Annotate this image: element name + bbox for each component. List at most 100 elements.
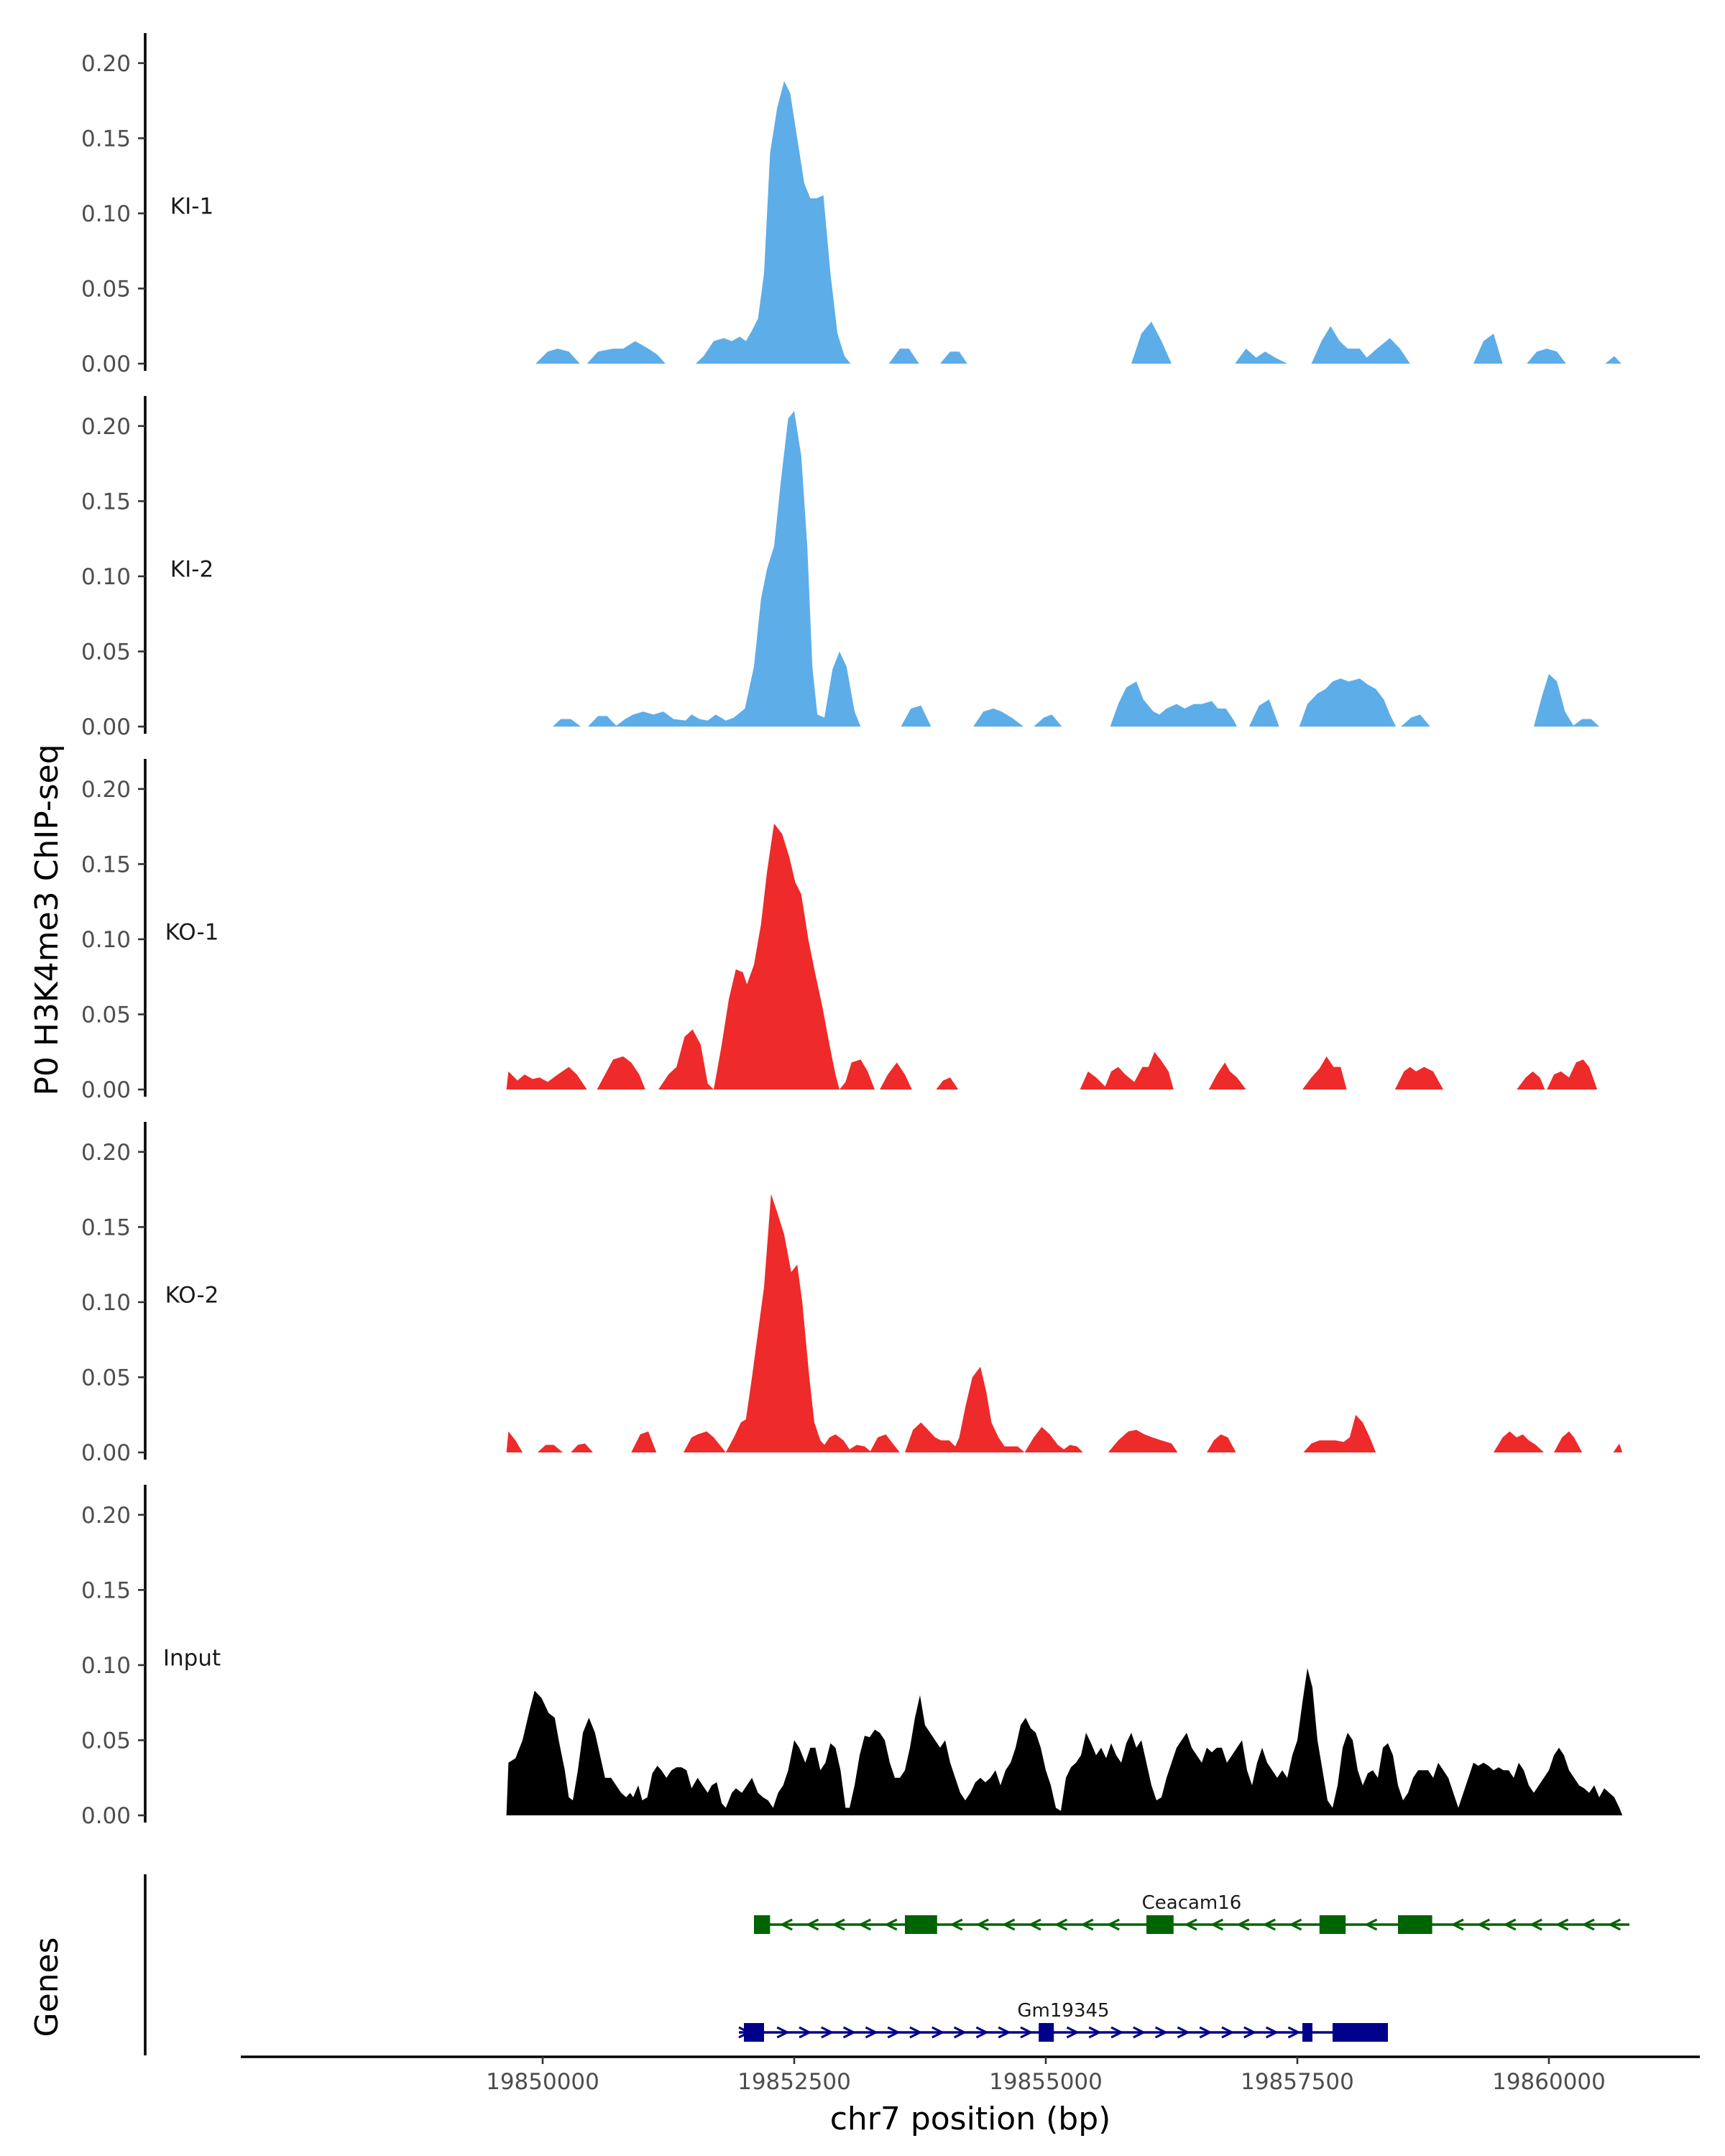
coverage-area-ko-1 — [1394, 1067, 1443, 1089]
strand-arrow-ceacam16 — [1028, 1918, 1041, 1931]
coverage-area-ko-2 — [1108, 1429, 1178, 1452]
strand-arrow-gm19345 — [1177, 2026, 1190, 2039]
coverage-area-ko-2 — [571, 1443, 593, 1452]
strand-arrow-gm19345 — [887, 2026, 901, 2039]
y-tick-label-ki-2: 0.05 — [81, 639, 131, 665]
strand-arrow-gm19345 — [1133, 2026, 1146, 2039]
gene-gm19345: Gm19345 — [738, 2000, 1388, 2042]
exon-ceacam16 — [1319, 1915, 1346, 1934]
coverage-area-ko-2 — [1613, 1443, 1623, 1452]
coverage-area-ko-1 — [506, 1067, 587, 1089]
coverage-area-ko-2 — [506, 1431, 523, 1452]
coverage-area-ko-1 — [597, 1056, 645, 1089]
x-tick-label: 19860000 — [1492, 2069, 1606, 2095]
gene-label-ceacam16: Ceacam16 — [1142, 1892, 1242, 1914]
x-tick-label: 19850000 — [486, 2069, 599, 2095]
x-axis-title: chr7 position (bp) — [830, 2101, 1111, 2137]
coverage-area-ko-2 — [684, 1431, 726, 1452]
track-label-ko-2: KO-2 — [165, 1282, 219, 1308]
strand-arrow-ceacam16 — [975, 1918, 989, 1931]
strand-arrow-ceacam16 — [949, 1918, 963, 1931]
strand-arrow-gm19345 — [1154, 2026, 1169, 2039]
y-tick-label-ki-1: 0.15 — [81, 126, 131, 152]
coverage-area-ko-1 — [1517, 1071, 1545, 1089]
coverage-area-ki-1 — [888, 349, 919, 364]
coverage-area-ko-1 — [840, 1059, 875, 1089]
strand-arrow-ceacam16 — [1184, 1918, 1197, 1931]
coverage-area-ki-2 — [1401, 714, 1430, 727]
strand-arrow-ceacam16 — [1450, 1918, 1464, 1931]
y-tick-label-ki-1: 0.10 — [81, 201, 131, 227]
y-tick-label-input: 0.10 — [81, 1653, 131, 1679]
coverage-area-ko-2 — [1494, 1431, 1544, 1452]
strand-arrow-ceacam16 — [779, 1918, 793, 1931]
panel-ki-2: 0.00 0.05 0.10 0.15 0.20 KI-2 — [81, 396, 1599, 740]
strand-arrow-ceacam16 — [884, 1918, 898, 1931]
strand-arrow-ceacam16 — [806, 1918, 819, 1931]
y-tick-label-ki-2: 0.15 — [81, 489, 131, 515]
coverage-area-ki-2 — [1034, 714, 1062, 727]
strand-arrow-gm19345 — [1221, 2026, 1235, 2039]
y-tick-label-ko-1: 0.20 — [81, 777, 131, 803]
y-tick-label-ki-1: 0.00 — [81, 351, 131, 377]
y-tick-label-input: 0.20 — [81, 1503, 131, 1529]
exon-gm19345 — [1039, 2023, 1054, 2042]
coverage-area-ki-2 — [1110, 681, 1237, 727]
coverage-area-ki-1 — [1311, 326, 1410, 364]
strand-arrow-ceacam16 — [832, 1918, 845, 1931]
coverage-area-ko-2 — [1207, 1434, 1236, 1452]
strand-arrow-gm19345 — [1110, 2026, 1124, 2039]
coverage-area-ki-1 — [535, 349, 580, 364]
exon-ceacam16 — [905, 1915, 937, 1934]
coverage-area-ko-2 — [1554, 1431, 1583, 1452]
strand-arrow-ceacam16 — [857, 1918, 872, 1931]
coverage-area-ko-1 — [1080, 1051, 1174, 1089]
exon-gm19345 — [1333, 2023, 1388, 2042]
coverage-area-ki-2 — [588, 716, 617, 727]
coverage-area-ko-1 — [880, 1062, 912, 1089]
exon-gm19345 — [744, 2023, 764, 2042]
y-tick-label-ko-1: 0.05 — [81, 1002, 131, 1028]
track-label-ki-2: KI-2 — [170, 556, 213, 582]
coverage-area-ki-1 — [940, 351, 967, 364]
strand-arrow-gm19345 — [1088, 2026, 1102, 2039]
y-tick-label-ko-2: 0.05 — [81, 1365, 131, 1391]
strand-arrow-gm19345 — [1020, 2026, 1034, 2039]
strand-arrow-gm19345 — [932, 2026, 945, 2039]
strand-arrow-ceacam16 — [1054, 1918, 1068, 1931]
strand-arrow-ceacam16 — [1210, 1918, 1224, 1931]
y-tick-label-ko-2: 0.00 — [81, 1440, 131, 1466]
coverage-area-ki-1 — [1473, 333, 1503, 364]
exon-ceacam16 — [1398, 1915, 1432, 1934]
strand-arrow-gm19345 — [909, 2026, 923, 2039]
strand-arrow-ceacam16 — [1080, 1918, 1094, 1931]
y-tick-label-ki-2: 0.00 — [81, 714, 131, 740]
coverage-area-ko-1 — [1208, 1062, 1246, 1089]
strand-arrow-ceacam16 — [1581, 1918, 1595, 1931]
y-tick-label-ko-1: 0.10 — [81, 927, 131, 953]
coverage-area-ki-1 — [1605, 356, 1622, 364]
genes-panel: Ceacam16 Gm19345 — [144, 1874, 1629, 2055]
coverage-area-ko-1 — [714, 823, 840, 1089]
y-tick-label-ko-2: 0.20 — [81, 1140, 131, 1166]
y-tick-label-ko-2: 0.15 — [81, 1215, 131, 1240]
y-tick-label-ki-1: 0.05 — [81, 276, 131, 302]
y-tick-label-input: 0.05 — [81, 1728, 131, 1754]
strand-arrow-ceacam16 — [1529, 1918, 1542, 1931]
exon-ceacam16 — [1146, 1915, 1174, 1934]
coverage-area-ki-2 — [1572, 719, 1599, 727]
coverage-area-ki-2 — [553, 719, 581, 727]
strand-arrow-gm19345 — [953, 2026, 967, 2039]
genes-axis-title: Genes — [29, 1937, 65, 2037]
coverage-area-ki-1 — [1235, 349, 1287, 364]
panel-input: 0.00 0.05 0.10 0.15 0.20 Input — [81, 1485, 1623, 1829]
x-axis: 19850000 19852500 19855000 19857500 19860000 — [241, 2055, 1700, 2095]
coverage-area-ko-2 — [725, 1194, 872, 1452]
y-tick-label-input: 0.15 — [81, 1577, 131, 1603]
track-label-input: Input — [163, 1645, 221, 1671]
strand-arrow-ceacam16 — [1476, 1918, 1491, 1931]
coverage-area-ki-2 — [1299, 678, 1397, 727]
strand-arrow-gm19345 — [1287, 2026, 1301, 2039]
coverage-area-ko-2 — [905, 1366, 1025, 1452]
panel-ki-1: 0.00 0.05 0.10 0.15 0.20 KI-1 — [81, 33, 1622, 377]
